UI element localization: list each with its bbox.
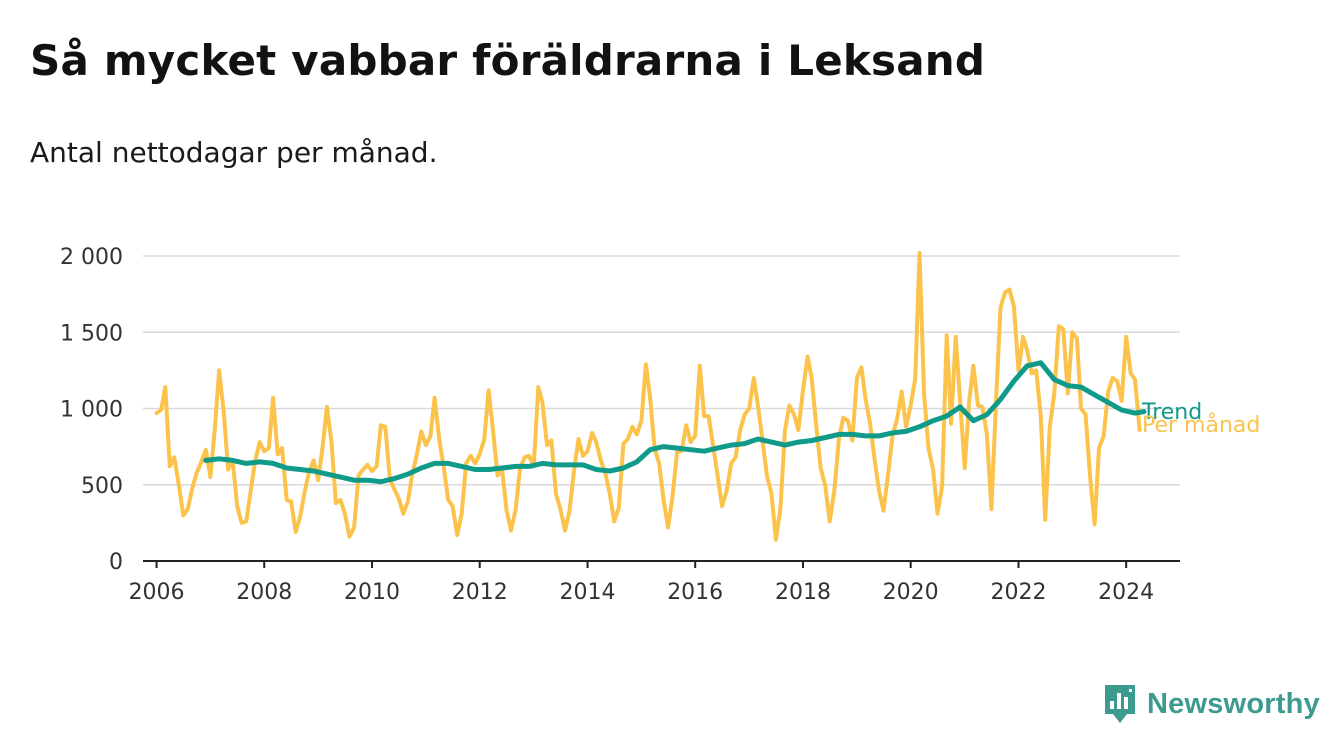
y-tick-label: 0: [109, 550, 123, 575]
x-axis-tick-labels: 2006 2008 2010 2012 2014 2016 2018 2020 2022 2024: [129, 561, 1154, 605]
x-tick-label: 2012: [452, 580, 508, 605]
y-tick-label: 1 500: [60, 321, 123, 346]
x-tick-label: 2008: [236, 580, 292, 605]
x-tick-label: 2022: [990, 580, 1046, 605]
newsworthy-logo-icon: [1105, 685, 1135, 723]
x-tick-label: 2018: [775, 580, 831, 605]
x-tick-label: 2016: [667, 580, 723, 605]
newsworthy-brand: Newsworthy: [1103, 682, 1320, 726]
chart-subtitle: Antal nettodagar per månad.: [30, 136, 438, 169]
series-label-per-manad: Per månad: [1142, 412, 1260, 438]
series-label-trend: Trend: [1141, 400, 1202, 425]
x-tick-label: 2024: [1098, 580, 1154, 605]
x-tick-label: 2014: [560, 580, 616, 605]
x-tick-label: 2006: [129, 580, 185, 605]
series-line-per-manad: [154, 250, 1142, 542]
y-tick-label: 2 000: [60, 245, 123, 270]
chart-title: Så mycket vabbar föräldrarna i Leksand: [30, 36, 986, 85]
x-tick-label: 2010: [344, 580, 400, 605]
brand-name: Newsworthy: [1147, 687, 1320, 720]
series-line-trend: [203, 360, 1147, 485]
y-axis-tick-labels: 0 500 1 000 1 500 2 000: [60, 245, 123, 575]
y-tick-label: 500: [81, 474, 123, 499]
x-tick-label: 2020: [883, 580, 939, 605]
series-lines: [154, 250, 1147, 542]
y-tick-label: 1 000: [60, 398, 123, 423]
